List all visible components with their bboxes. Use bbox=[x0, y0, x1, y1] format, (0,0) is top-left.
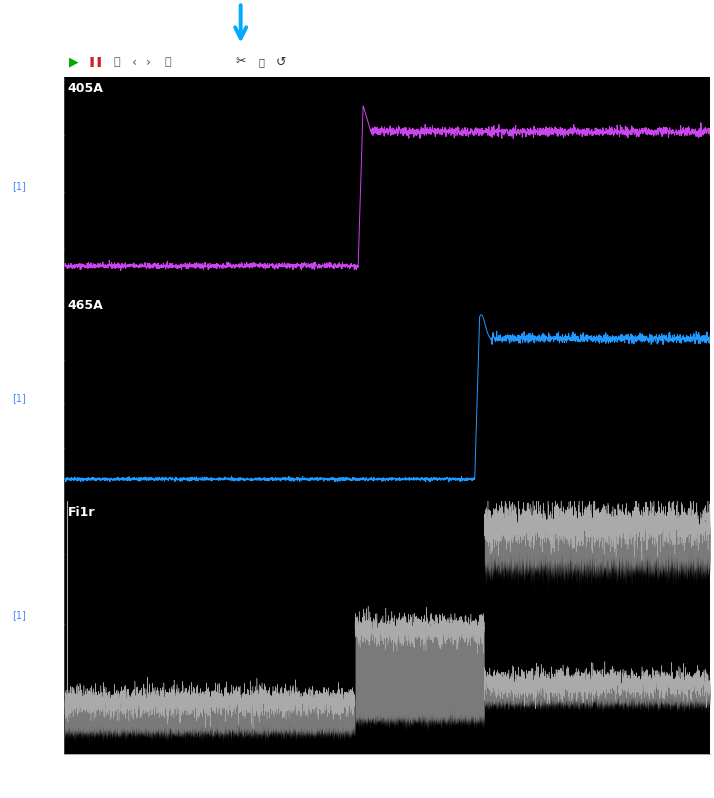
Text: 📋: 📋 bbox=[258, 57, 264, 67]
Text: ↺: ↺ bbox=[276, 56, 286, 69]
Text: ❚❚: ❚❚ bbox=[87, 57, 104, 67]
Text: 405A: 405A bbox=[68, 82, 104, 95]
Text: Fi1r: Fi1r bbox=[68, 506, 95, 519]
Text: ▶: ▶ bbox=[69, 56, 78, 69]
Text: ‹: ‹ bbox=[131, 56, 136, 69]
Text: 465A: 465A bbox=[68, 298, 104, 311]
Text: [1]: [1] bbox=[12, 393, 26, 403]
Text: ›: › bbox=[146, 56, 151, 69]
Text: ✂: ✂ bbox=[236, 56, 246, 69]
Text: 》: 》 bbox=[164, 57, 171, 67]
Text: [1]: [1] bbox=[12, 610, 26, 620]
Text: 《: 《 bbox=[114, 57, 121, 67]
Text: [1]: [1] bbox=[12, 181, 26, 191]
